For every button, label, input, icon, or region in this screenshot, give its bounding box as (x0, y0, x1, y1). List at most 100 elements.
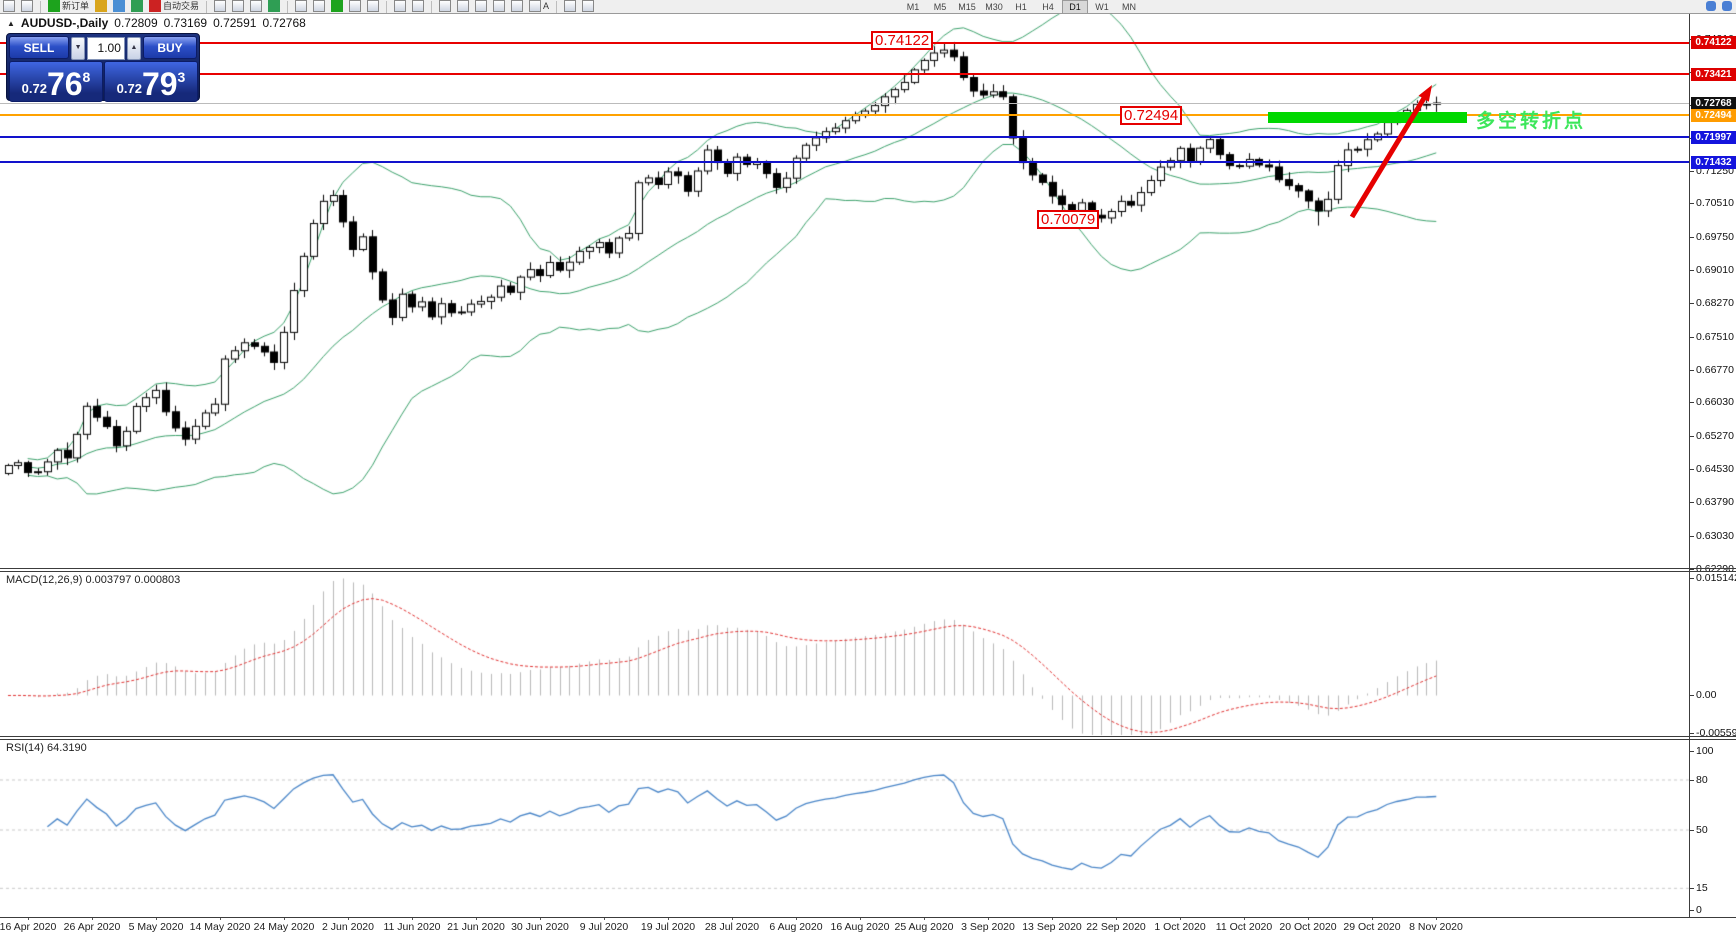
date-label: 3 Sep 2020 (961, 921, 1015, 933)
macd-axis-label-tick (1689, 578, 1694, 579)
rsi-axis-label: 80 (1696, 774, 1708, 786)
buy-price-tile[interactable]: 0.72 79 3 (104, 61, 198, 102)
sell-price-tile[interactable]: 0.72 76 8 (9, 61, 103, 102)
collapse-triangle-icon[interactable]: ▲ (7, 18, 15, 28)
price-tick-label: 0.69750 (1696, 231, 1734, 244)
price-tick-label: 0.68270 (1696, 296, 1734, 309)
sell-price-prefix: 0.72 (21, 81, 47, 96)
date-tick-mark (220, 917, 221, 920)
date-label: 11 Jun 2020 (383, 921, 441, 933)
macd-axis-label-tick (1689, 733, 1694, 734)
rsi-axis-label-tick (1689, 780, 1694, 781)
pivot-line[interactable] (0, 114, 1689, 117)
rsi-axis-label-tick (1689, 910, 1694, 911)
price-badge-0.72494: 0.72494 (1691, 108, 1736, 122)
price-annotation-0.72494[interactable]: 0.72494 (1120, 106, 1183, 125)
price-tick-mark (1689, 535, 1694, 537)
price-tick-label: 0.63790 (1696, 495, 1734, 508)
date-tick-mark (796, 917, 797, 920)
price-tick-label: 0.66030 (1696, 396, 1734, 409)
ohlc-open: 0.72809 (114, 16, 158, 30)
date-tick-mark (924, 917, 925, 920)
rsi-axis-label: 50 (1696, 824, 1708, 836)
price-axis[interactable]: 0.622900.630300.637900.645300.652700.660… (1689, 14, 1736, 917)
date-label: 14 May 2020 (189, 921, 251, 933)
ohlc-close: 0.72768 (262, 16, 306, 30)
bullish-arrow[interactable] (1340, 73, 1444, 229)
date-label: 20 Oct 2020 (1279, 921, 1337, 933)
date-label: 13 Sep 2020 (1022, 921, 1082, 933)
date-label: 6 Aug 2020 (769, 921, 823, 933)
resistance-line-2[interactable] (0, 73, 1689, 76)
date-label: 21 Jun 2020 (447, 921, 505, 933)
ohlc-high: 0.73169 (163, 16, 208, 30)
macd-axis-label-tick (1689, 695, 1694, 696)
green-highlight-bar[interactable] (1268, 112, 1467, 123)
price-tick-mark (1689, 270, 1694, 271)
date-label: 16 Aug 2020 (830, 921, 890, 933)
price-annotation-0.70079[interactable]: 0.70079 (1037, 210, 1100, 229)
bid-price-line (0, 102, 1689, 104)
date-tick-mark (668, 917, 669, 920)
rsi-axis-label-tick (1689, 830, 1694, 831)
price-badge-0.71432: 0.71432 (1691, 155, 1736, 169)
price-tick-mark (1689, 469, 1694, 471)
volume-down-stepper[interactable]: ▼ (71, 37, 86, 60)
price-tick-mark (1689, 568, 1694, 570)
support-line-2[interactable] (0, 161, 1689, 164)
price-tick-mark (1689, 369, 1694, 371)
price-tick-label: 0.64530 (1696, 463, 1734, 476)
date-label: 5 May 2020 (128, 921, 184, 933)
price-badge-0.74122: 0.74122 (1691, 36, 1736, 50)
symbol-period-label: AUDUSD-,Daily (20, 16, 109, 30)
rsi-axis-label: 100 (1696, 745, 1714, 757)
date-tick-mark (348, 917, 349, 920)
sell-button[interactable]: SELL (9, 36, 69, 59)
price-badge-0.71997: 0.71997 (1691, 130, 1736, 144)
date-axis-separator (0, 917, 1736, 918)
macd-label: MACD(12,26,9) 0.003797 0.000803 (6, 574, 181, 586)
date-label: 26 Apr 2020 (63, 921, 121, 933)
turning-point-label[interactable]: 多空转折点 (1476, 111, 1587, 132)
price-tick-label: 0.70510 (1696, 197, 1734, 210)
macd-rsi-separator-2 (0, 739, 1736, 740)
volume-field[interactable]: 1.00 (87, 37, 125, 60)
volume-up-stepper[interactable]: ▲ (126, 37, 141, 60)
price-tick-mark (1689, 402, 1694, 404)
date-tick-mark (1180, 917, 1181, 920)
date-tick-mark (1372, 917, 1373, 920)
date-tick-mark (1116, 917, 1117, 920)
macd-rsi-separator[interactable] (0, 736, 1736, 737)
date-label: 11 Oct 2020 (1215, 921, 1273, 933)
date-label: 24 May 2020 (253, 921, 315, 933)
price-annotation-0.74122[interactable]: 0.74122 (871, 31, 934, 50)
resistance-line-1[interactable] (0, 41, 1689, 44)
date-tick-mark (1436, 917, 1437, 920)
date-tick-mark (988, 917, 989, 920)
date-tick-mark (92, 917, 93, 920)
price-badge-0.72768: 0.72768 (1691, 96, 1736, 110)
macd-axis-label: 0.00 (1696, 689, 1717, 701)
buy-price-sup: 3 (177, 69, 186, 85)
date-tick-mark (1244, 917, 1245, 920)
date-label: 28 Jul 2020 (704, 921, 760, 933)
date-label: 1 Oct 2020 (1154, 921, 1206, 933)
rsi-axis-label: 15 (1696, 882, 1708, 894)
main-macd-separator[interactable] (0, 568, 1736, 569)
date-label: 25 Aug 2020 (894, 921, 954, 933)
price-tick-label: 0.63030 (1696, 529, 1734, 542)
price-badge-0.73421: 0.73421 (1691, 67, 1736, 81)
support-line-1[interactable] (0, 136, 1689, 139)
buy-button[interactable]: BUY (143, 36, 197, 59)
sell-price-big: 76 (46, 66, 83, 102)
ohlc-low: 0.72591 (213, 16, 257, 30)
rsi-label: RSI(14) 64.3190 (6, 742, 87, 754)
price-tick-mark (1689, 302, 1694, 304)
date-label: 22 Sep 2020 (1086, 921, 1146, 933)
price-tick-mark (1689, 170, 1694, 172)
date-label: 19 Jul 2020 (640, 921, 696, 933)
main-macd-separator-2 (0, 571, 1736, 572)
chart-header: ▲ AUDUSD-,Daily 0.72809 0.73169 0.72591 … (7, 16, 306, 30)
date-tick-mark (156, 917, 157, 920)
